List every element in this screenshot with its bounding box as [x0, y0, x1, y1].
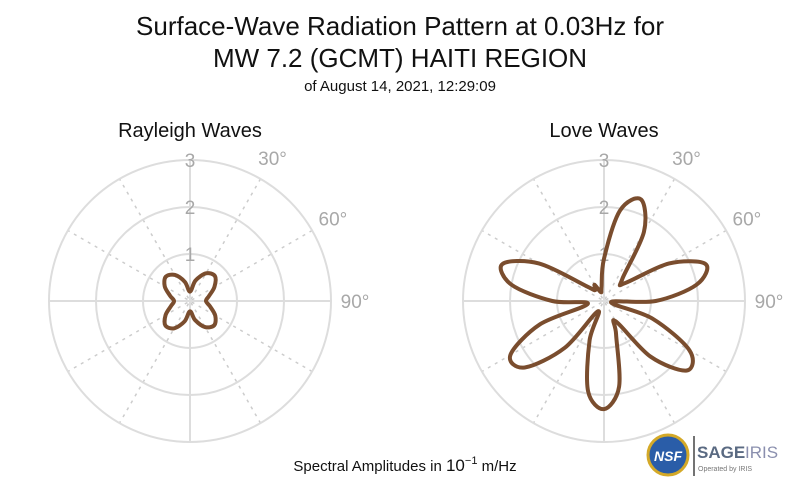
rayleigh-radius-label-1: 1: [185, 245, 196, 266]
rayleigh-angle-label-30: 30°: [258, 149, 287, 170]
amplitude-units-caption: Spectral Amplitudes in 10−1 m/Hz: [293, 455, 516, 475]
love-title: Love Waves: [549, 120, 658, 142]
units-unit: m/Hz: [477, 458, 516, 475]
rayleigh-ring-1: [142, 253, 238, 349]
nsf-logo: NSF: [646, 433, 690, 477]
figure-title-line1: Surface-Wave Radiation Pattern at 0.03Hz…: [136, 11, 664, 41]
love-angle-label-60: 60°: [733, 210, 762, 231]
rayleigh-angle-label-90: 90°: [341, 292, 370, 313]
love-angle-label-30: 30°: [672, 149, 701, 170]
love-radius-label-2: 2: [599, 198, 610, 219]
rayleigh-radius-label-3: 3: [185, 151, 196, 172]
rayleigh-radius-label-2: 2: [185, 198, 196, 219]
units-base: 10: [446, 456, 465, 475]
sage-logo-text: SAGE: [697, 443, 745, 462]
rayleigh-angle-label-60: 60°: [319, 210, 348, 231]
love-angle-label-90: 90°: [755, 292, 784, 313]
love-radiation-pattern-line: [498, 196, 710, 412]
love-ring-3: [462, 159, 746, 443]
rayleigh-ring-3: [48, 159, 332, 443]
sage-iris-logo: SAGE IRIS Operated by IRIS: [697, 443, 778, 473]
love-ring-2: [509, 206, 699, 396]
iris-logo-text: IRIS: [745, 443, 778, 462]
units-exponent: −1: [465, 455, 478, 467]
rayleigh-panel: Rayleigh Waves 1 2 3 30° 60° 90°: [48, 120, 370, 443]
figure-subtitle: of August 14, 2021, 12:29:09: [304, 78, 496, 95]
rayleigh-ring-2: [95, 206, 285, 396]
nsf-logo-text: NSF: [654, 448, 682, 464]
units-prefix: Spectral Amplitudes in: [293, 458, 446, 475]
love-radius-label-3: 3: [599, 151, 610, 172]
rayleigh-title: Rayleigh Waves: [118, 120, 262, 142]
figure-title-line2: MW 7.2 (GCMT) HAITI REGION: [213, 43, 587, 73]
rayleigh-radiation-pattern-line: [162, 271, 218, 331]
operated-by-text: Operated by IRIS: [698, 466, 752, 473]
